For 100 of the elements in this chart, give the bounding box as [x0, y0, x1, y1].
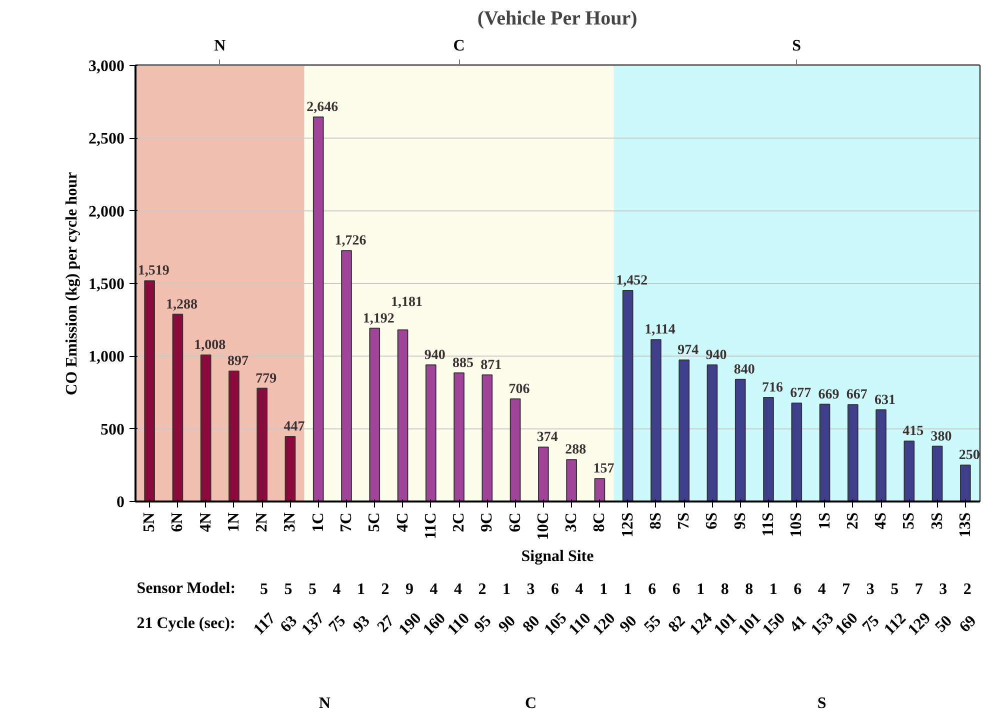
data-label: 974 [678, 342, 699, 358]
band-label: N [214, 38, 226, 54]
band-label: C [453, 38, 465, 54]
bar [369, 328, 380, 502]
bar [622, 290, 634, 502]
bar [256, 388, 268, 502]
x-tick-label: 8C [591, 512, 608, 532]
data-label: 840 [734, 362, 755, 378]
x-tick-label: 3C [563, 512, 580, 532]
data-label: 447 [284, 420, 305, 435]
data-label: 940 [706, 348, 727, 363]
data-label: 897 [227, 354, 248, 370]
x-tick-label: 13S [956, 512, 974, 538]
bar [734, 378, 746, 502]
data-label: 779 [256, 371, 277, 386]
x-tick-label: 9C [478, 512, 496, 532]
x-tick-label: 6N [169, 512, 186, 532]
x-tick-label: 11S [760, 512, 777, 537]
x-tick-label: 6C [506, 512, 524, 532]
x-tick-label: 12S [619, 512, 636, 538]
text: N [318, 695, 331, 712]
x-tick-label: 2C [450, 512, 468, 532]
data-label: 250 [958, 448, 980, 464]
data-label: 667 [846, 388, 868, 403]
bar [425, 364, 436, 502]
x-tick-label: 3N [282, 512, 299, 532]
x-tick-label: 1N [225, 512, 242, 532]
data-label: 380 [930, 429, 952, 444]
data-label: 1,519 [138, 264, 170, 279]
x-tick-label: 7S [676, 512, 693, 530]
y-tick-label: 2,500 [88, 130, 124, 148]
data-label: 716 [762, 380, 783, 396]
data-label: 940 [424, 348, 446, 363]
bar [454, 372, 464, 502]
data-label: 1,452 [616, 273, 648, 288]
x-tick-label: 7C [338, 512, 355, 532]
bar [200, 354, 212, 502]
bar [482, 374, 493, 502]
text: 5 5 5 4 1 2 9 4 4 2 1 3 6 4 1 1 6 6 1 8 8 1 6 4 7 3 5 7 3 2 [260, 581, 972, 598]
bar [847, 404, 858, 502]
data-label: 157 [593, 462, 614, 477]
bar [932, 446, 943, 502]
bar [904, 440, 915, 502]
y-tick-label: 3,000 [88, 58, 124, 75]
x-tick-label: 5C [366, 512, 384, 532]
x-tick-label: 10C [534, 512, 552, 540]
data-label: 1,288 [166, 297, 198, 312]
bar [172, 314, 184, 502]
data-label: 1,114 [644, 322, 676, 338]
x-tick-label: 10S [788, 512, 806, 538]
bar [960, 464, 971, 502]
x-tick-label: 4N [197, 512, 214, 532]
data-label: 1,008 [194, 338, 226, 354]
bar [397, 329, 408, 502]
y-tick-label: 1,000 [88, 348, 124, 366]
bar [312, 116, 324, 502]
x-tick-label: 9S [732, 512, 749, 530]
data-label: 288 [565, 442, 586, 458]
bar [706, 364, 718, 502]
data-label: 2,646 [306, 100, 338, 115]
bar [538, 446, 549, 502]
bar [763, 396, 774, 502]
data-label: 706 [508, 382, 530, 397]
data-label: 1,192 [362, 311, 394, 326]
bar [791, 402, 802, 502]
y-tick-label: 1,500 [88, 276, 124, 293]
data-label: 871 [480, 358, 502, 373]
x-tick-label: 5S [900, 512, 918, 530]
text: C [525, 695, 537, 712]
x-tick-label: 4C [394, 512, 412, 532]
data-label: 885 [452, 356, 474, 371]
bar [144, 280, 155, 502]
bar [284, 436, 296, 502]
bar [650, 339, 662, 502]
text: 21 Cycle (sec): [136, 615, 236, 632]
x-tick-label: 11C [422, 512, 440, 540]
bar [819, 404, 830, 502]
bar [510, 398, 521, 502]
band-label: S [792, 38, 802, 54]
x-tick-label: 2S [844, 512, 862, 530]
data-label: 631 [874, 392, 896, 408]
data-label: 669 [818, 387, 840, 402]
y-tick-label: 500 [100, 421, 124, 438]
y-axis-title: CO Emission (kg) per cycle hour [64, 172, 80, 396]
x-tick-label: 1C [310, 512, 327, 532]
chart-title: (Vehicle Per Hour) [477, 8, 638, 30]
data-label: 677 [790, 386, 812, 402]
data-label: 415 [902, 424, 924, 440]
bar [678, 359, 690, 502]
y-tick-label: 0 [116, 494, 124, 511]
x-tick-label: 3S [928, 512, 946, 530]
bar [876, 409, 886, 502]
x-tick-label: 1S [816, 512, 834, 530]
bar [594, 478, 606, 502]
x-tick-label: 2N [254, 512, 271, 532]
data-label: 1,726 [334, 234, 366, 249]
x-tick-label: 8S [647, 512, 664, 530]
text: S [817, 695, 826, 712]
bar [566, 459, 577, 502]
data-label: 374 [536, 430, 558, 446]
